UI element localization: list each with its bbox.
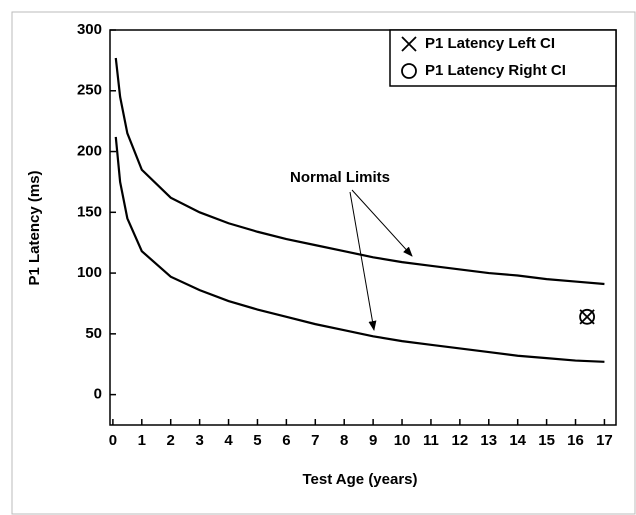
legend-label: P1 Latency Right CI <box>425 62 566 79</box>
x-tick-label: 5 <box>253 432 261 449</box>
arrow <box>351 189 413 257</box>
y-tick-label: 300 <box>77 21 102 38</box>
frame <box>11 11 636 515</box>
x-tick-label: 0 <box>109 432 117 449</box>
x-tick-label: 10 <box>394 432 411 449</box>
y-tick-label: 150 <box>77 203 102 220</box>
x-tick-label: 8 <box>340 432 348 449</box>
y-tick-label: 200 <box>77 143 102 160</box>
y-tick-label: 250 <box>77 82 102 99</box>
x-tick-label: 1 <box>138 432 146 449</box>
arrow <box>349 191 377 331</box>
x-tick-label: 16 <box>567 432 584 449</box>
legend-marker <box>401 36 417 52</box>
point <box>579 308 595 325</box>
plot-area <box>109 29 617 426</box>
x-tick-label: 4 <box>224 432 233 449</box>
legend-label: P1 Latency Left CI <box>425 35 555 52</box>
x-tick-label: 13 <box>480 432 497 449</box>
x-tick-label: 12 <box>452 432 469 449</box>
y-axis-label: P1 Latency (ms) <box>26 170 43 285</box>
y-tick-label: 100 <box>77 264 102 281</box>
x-tick-label: 6 <box>282 432 290 449</box>
x-tick-label: 15 <box>538 432 555 449</box>
x-tick-label: 9 <box>369 432 377 449</box>
x-tick-label: 17 <box>596 432 613 449</box>
y-tick-label: 0 <box>94 386 102 403</box>
x-tick-label: 2 <box>167 432 175 449</box>
line <box>114 136 605 363</box>
legend-marker <box>401 63 417 79</box>
x-tick-label: 3 <box>195 432 203 449</box>
x-tick-label: 7 <box>311 432 319 449</box>
x-tick-label: 11 <box>423 432 439 449</box>
annotation: Normal Limits <box>290 169 390 186</box>
x-tick-label: 14 <box>509 432 526 449</box>
legend <box>389 29 617 87</box>
line <box>114 57 605 286</box>
x-axis-label: Test Age (years) <box>302 471 417 488</box>
y-tick-label: 50 <box>85 325 102 342</box>
